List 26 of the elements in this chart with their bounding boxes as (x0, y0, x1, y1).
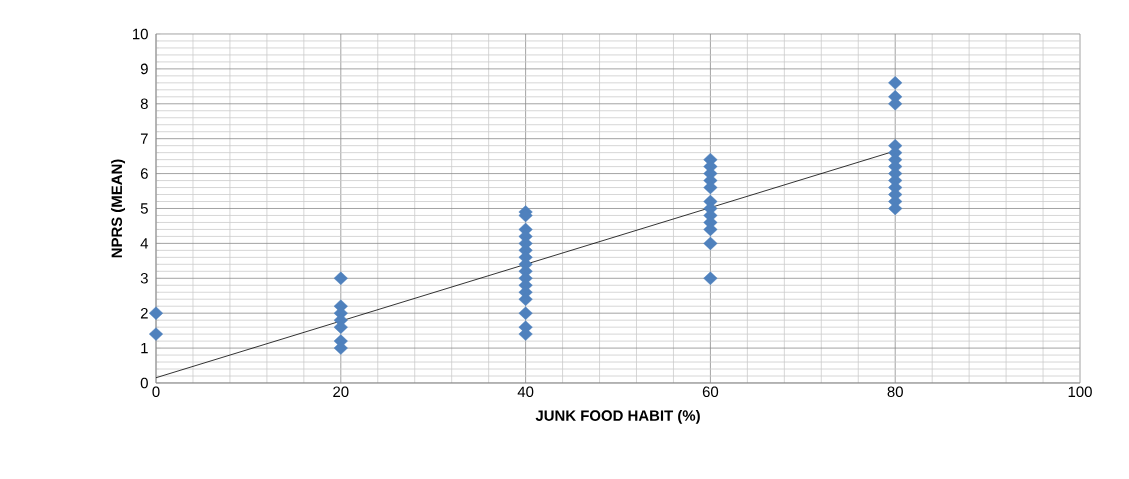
x-axis-title: JUNK FOOD HABIT (%) (535, 409, 700, 424)
x-tick-label: 100 (1068, 386, 1092, 398)
point (333, 271, 348, 285)
x-tick-label: 20 (333, 386, 349, 398)
y-tick-label: 6 (140, 168, 148, 179)
x-tick-label: 40 (517, 386, 534, 398)
y-tick-label: 3 (140, 272, 148, 284)
point (518, 306, 533, 320)
x-tick-label: 60 (702, 386, 719, 398)
y-tick-label: 10 (133, 28, 148, 40)
point (888, 76, 903, 90)
point (148, 327, 164, 341)
point (703, 236, 718, 251)
y-tick-label: 8 (140, 98, 148, 110)
y-tick-label: 2 (140, 307, 148, 319)
point (148, 306, 164, 320)
x-tick-label: 80 (887, 386, 903, 398)
y-axis-title: NPRS (MEAN) (111, 159, 126, 258)
y-tick-label: 0 (140, 377, 148, 389)
y-tick-label: 1 (141, 342, 148, 354)
point (703, 271, 718, 285)
y-tick-label: 9 (140, 63, 148, 75)
y-tick-label: 4 (140, 238, 149, 249)
x-tick-label: 0 (152, 386, 160, 398)
y-tick-label: 5 (140, 203, 148, 214)
y-tick-label: 7 (140, 133, 148, 144)
